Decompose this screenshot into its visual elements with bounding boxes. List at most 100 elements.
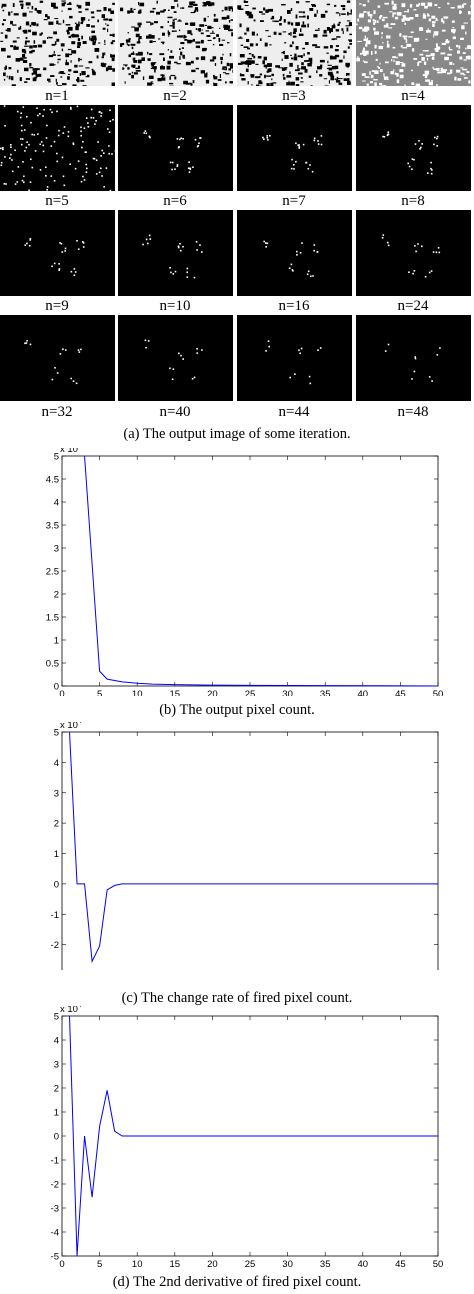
y-tick-label: 2.5 xyxy=(46,567,59,578)
iteration-image xyxy=(356,315,471,401)
iteration-image xyxy=(356,210,471,296)
y-tick-label: 3 xyxy=(54,788,59,799)
x-tick-label: 25 xyxy=(245,1259,256,1268)
caption-c: (c) The change rate of fired pixel count… xyxy=(121,990,353,1006)
exponent-label: x 10 xyxy=(60,1006,78,1015)
y-tick-label: 4.5 xyxy=(46,475,59,486)
iteration-image xyxy=(237,105,352,191)
y-tick-label: 1 xyxy=(54,849,59,860)
x-tick-label: 5 xyxy=(97,1259,102,1268)
x-tick-label: 30 xyxy=(282,689,293,696)
iteration-image xyxy=(118,0,233,86)
y-tick-label: 1 xyxy=(54,636,59,647)
iteration-image xyxy=(118,315,233,401)
y-tick-label: 4 xyxy=(54,758,59,769)
iteration-image xyxy=(0,210,115,296)
y-tick-label: 1 xyxy=(54,1108,59,1119)
iteration-image xyxy=(0,0,115,86)
exponent-label: x 10 xyxy=(60,722,78,731)
chart-d: 0 5 10 15 20 25 30 35 40 45 50 -5 -4 -3 -2 -1 0 1 2 3 4 5 x 10… xyxy=(0,1006,474,1268)
iteration-label: n=6 xyxy=(163,193,187,209)
iteration-label: n=32 xyxy=(41,404,73,420)
y-tick-label: 3 xyxy=(54,544,59,555)
x-tick-label: 5 xyxy=(97,689,102,696)
iteration-image xyxy=(118,105,233,191)
x-tick-label: 15 xyxy=(170,689,181,696)
y-tick-label: 4 xyxy=(54,1036,59,1047)
x-tick-label: 35 xyxy=(320,689,331,696)
iteration-image-grid: n=1 n=2 n=3 n=4 n=5 n=6 n=7 n=8 n=9 n=10 n=16 n=24 n… xyxy=(0,0,474,420)
iteration-label: n=10 xyxy=(159,298,191,314)
y-tick-label: -1 xyxy=(51,910,59,921)
iteration-label: n=5 xyxy=(45,193,69,209)
x-tick-label: 10 xyxy=(132,689,143,696)
y-tick-label: 2 xyxy=(54,819,59,830)
y-tick-label: 2 xyxy=(54,590,59,601)
x-tick-label: 20 xyxy=(207,1259,218,1268)
iteration-image xyxy=(237,0,352,86)
y-tick-label: 0 xyxy=(54,879,59,890)
exponent-label: x 10 xyxy=(60,448,78,455)
y-tick-label: -2 xyxy=(51,940,59,951)
x-tick-label: 0 xyxy=(59,689,64,696)
x-tick-label: 45 xyxy=(395,1259,406,1268)
y-tick-label: 3 xyxy=(54,1060,59,1071)
x-tick-label: 25 xyxy=(245,689,256,696)
iteration-label: n=8 xyxy=(401,193,425,209)
iteration-image xyxy=(118,210,233,296)
iteration-label: n=2 xyxy=(163,88,187,104)
x-tick-label: 50 xyxy=(433,689,444,696)
iteration-image xyxy=(237,315,352,401)
iteration-label: n=7 xyxy=(282,193,306,209)
iteration-label: n=4 xyxy=(401,88,425,104)
y-tick-label: 3.5 xyxy=(46,521,59,532)
exponent-power: 4 xyxy=(78,1006,82,1009)
iteration-label: n=9 xyxy=(45,298,69,314)
iteration-label: n=24 xyxy=(397,298,429,314)
iteration-label: n=1 xyxy=(45,88,69,104)
y-tick-label: 2 xyxy=(54,1084,59,1095)
iteration-label: n=3 xyxy=(282,88,306,104)
caption-a: (a) The output image of some iteration. xyxy=(123,426,351,442)
series-line xyxy=(84,455,439,687)
iteration-label: n=48 xyxy=(397,404,429,420)
exponent-power: 4 xyxy=(78,448,82,449)
x-tick-label: 35 xyxy=(320,1259,331,1268)
y-tick-label: 5 xyxy=(54,452,59,463)
x-tick-label: 40 xyxy=(358,689,369,696)
y-tick-label: 4 xyxy=(54,498,59,509)
y-tick-label: 1.5 xyxy=(46,613,59,624)
exponent-power: 4 xyxy=(78,722,82,725)
x-tick-label: 20 xyxy=(207,689,218,696)
y-tick-label: 0.5 xyxy=(46,659,59,670)
iteration-label: n=40 xyxy=(159,404,191,420)
plot-frame xyxy=(61,455,439,687)
iteration-image xyxy=(0,315,115,401)
x-tick-label: 45 xyxy=(395,689,406,696)
y-tick-label: 0 xyxy=(54,682,59,693)
x-tick-label: 10 xyxy=(132,1259,143,1268)
iteration-label: n=44 xyxy=(278,404,310,420)
x-tick-label: 50 xyxy=(433,1259,444,1268)
chart-b-plot: 0 5 10 15 20 25 30 35 40 45 5000.511.522.533.544.5… xyxy=(46,448,444,696)
x-tick-label: 30 xyxy=(282,1259,293,1268)
y-tick-label: -3 xyxy=(51,1204,59,1215)
series-line xyxy=(69,1015,438,1257)
x-tick-label: 40 xyxy=(358,1259,369,1268)
y-tick-label: 0 xyxy=(54,1132,59,1143)
iteration-image xyxy=(237,210,352,296)
caption-d: (d) The 2nd derivative of fired pixel co… xyxy=(112,1274,362,1290)
series-line xyxy=(69,731,438,964)
y-tick-label: 5 xyxy=(54,1012,59,1023)
y-tick-label: -4 xyxy=(51,1228,59,1239)
x-tick-label: 15 xyxy=(170,1259,181,1268)
iteration-label: n=16 xyxy=(278,298,310,314)
iteration-image xyxy=(356,0,471,86)
plot-frame xyxy=(61,731,439,970)
y-tick-label: -1 xyxy=(51,1156,59,1167)
y-tick-label: -5 xyxy=(51,1252,59,1263)
x-tick-label: 0 xyxy=(59,1259,64,1268)
